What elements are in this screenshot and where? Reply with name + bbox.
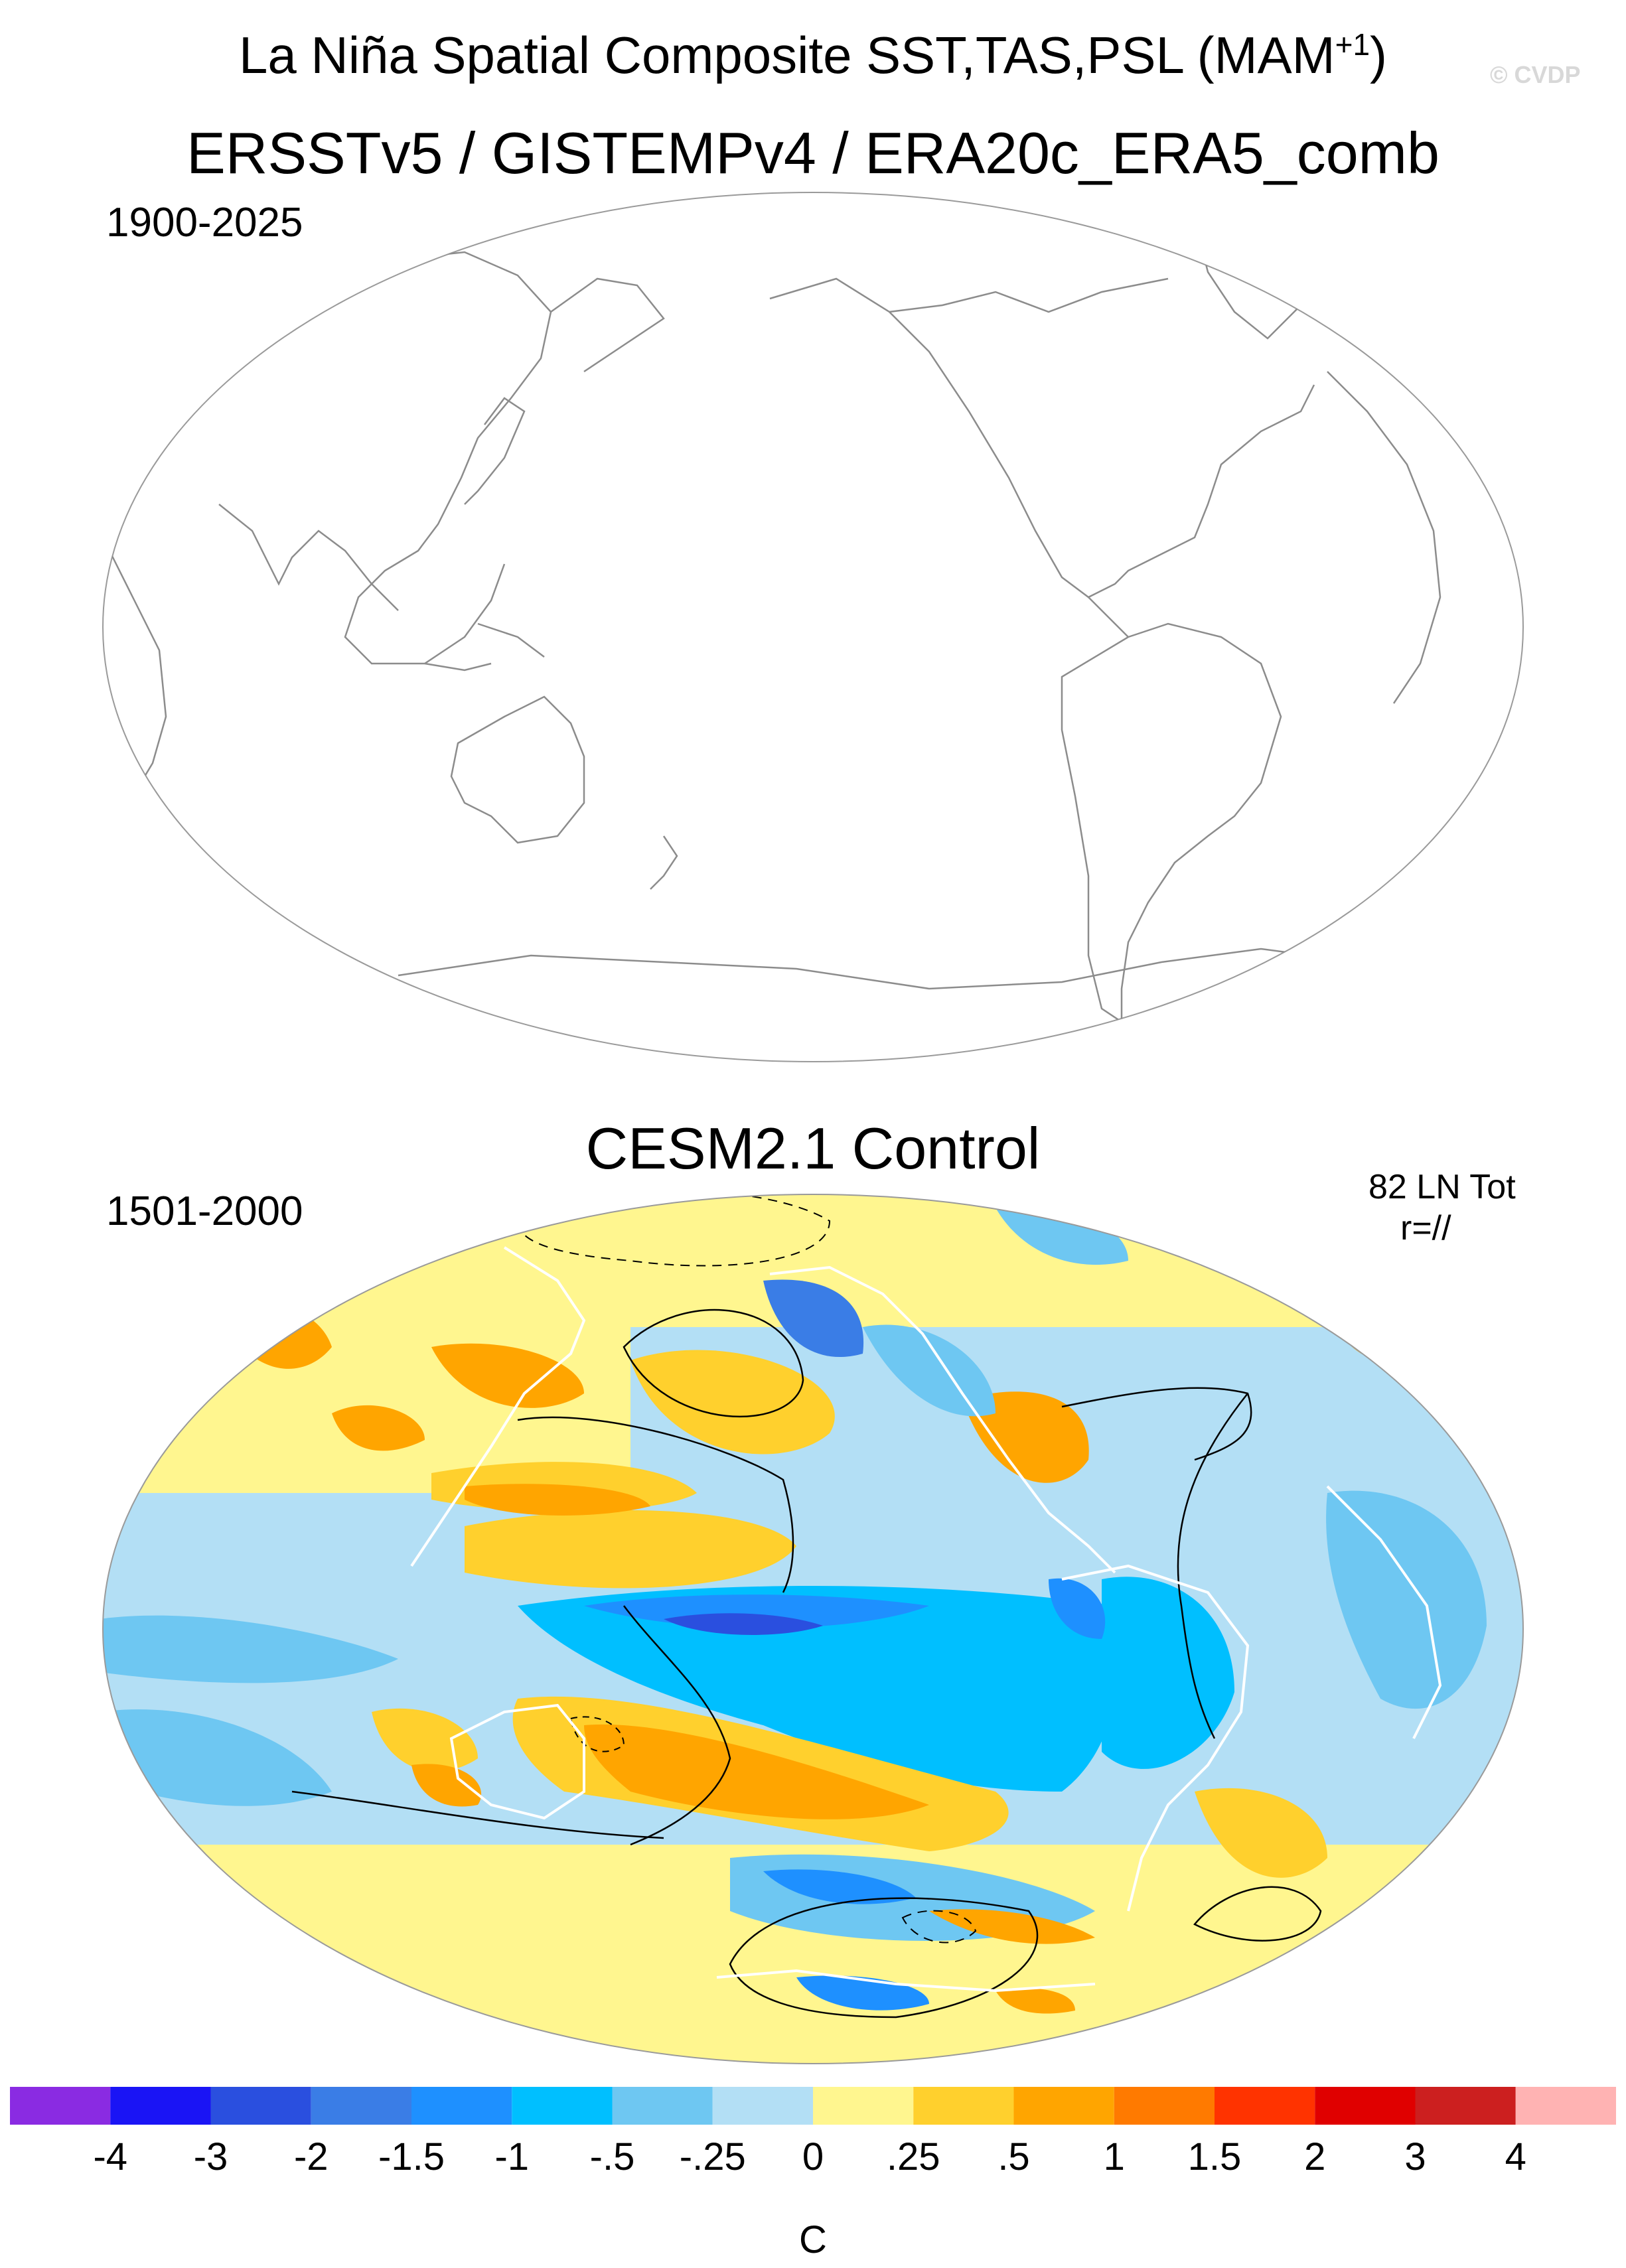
colorbar: -4 -3 -2 -1.5 -1 -.5 -.25 0 .25 .5 1 1.5 2 3 4 xyxy=(10,2087,1616,2178)
colorbar-swatch xyxy=(411,2087,512,2125)
colorbar-unit-label: C xyxy=(799,2218,827,2261)
colorbar-swatch xyxy=(1013,2087,1114,2125)
colorbar-swatch xyxy=(110,2087,211,2125)
colorbar-swatch xyxy=(1415,2087,1516,2125)
colorbar-swatch xyxy=(913,2087,1014,2125)
colorbar-swatch xyxy=(10,2087,111,2125)
colorbar-swatch xyxy=(1315,2087,1416,2125)
colorbar-swatch xyxy=(1515,2087,1616,2125)
obs-panel-title: ERSSTv5 / GISTEMPv4 / ERA20c_ERA5_comb xyxy=(186,120,1440,186)
obs-map xyxy=(102,192,1524,1062)
psl-contours xyxy=(291,1194,1322,2019)
colorbar-tick-label: -1.5 xyxy=(378,2135,445,2178)
colorbar-swatch xyxy=(712,2087,813,2125)
colorbar-tick-label: 1.5 xyxy=(1188,2135,1242,2178)
colorbar-tick-label: .5 xyxy=(998,2135,1029,2178)
model-map xyxy=(102,1194,1524,2064)
colorbar-tick-label: 1 xyxy=(1104,2135,1125,2178)
colorbar-swatch xyxy=(210,2087,311,2125)
colorbar-swatch xyxy=(512,2087,613,2125)
colorbar-tick-label: -.5 xyxy=(590,2135,635,2178)
cvdp-watermark: © CVDP xyxy=(1490,61,1581,88)
main-title: La Niña Spatial Composite SST,TAS,PSL (M… xyxy=(238,26,1388,84)
colorbar-swatch xyxy=(1114,2087,1215,2125)
colorbar-tick-label: -1 xyxy=(494,2135,529,2178)
colorbar-tick-label: 3 xyxy=(1404,2135,1426,2178)
model-period-label: 1501-2000 xyxy=(106,1188,303,1234)
colorbar-tick-label: -2 xyxy=(294,2135,329,2178)
colorbar-tick-label: 4 xyxy=(1505,2135,1526,2178)
correlation-label: r=// xyxy=(1400,1209,1451,1247)
colorbar-swatch xyxy=(813,2087,914,2125)
colorbar-swatch xyxy=(612,2087,713,2125)
colorbar-swatch xyxy=(1215,2087,1315,2125)
obs-period-label: 1900-2025 xyxy=(106,200,303,246)
event-count-label: 82 LN Tot xyxy=(1368,1168,1516,1206)
colorbar-tick-label: -.25 xyxy=(680,2135,746,2178)
colorbar-swatch xyxy=(311,2087,411,2125)
colorbar-tick-label: 2 xyxy=(1304,2135,1325,2178)
model-land-mask-outline xyxy=(410,1246,1442,1993)
model-panel-title: CESM2.1 Control xyxy=(585,1115,1041,1181)
colorbar-tick-label: -4 xyxy=(93,2135,127,2178)
colorbar-tick-label: -3 xyxy=(194,2135,228,2178)
colorbar-tick-label: 0 xyxy=(802,2135,824,2178)
colorbar-tick-label: .25 xyxy=(887,2135,940,2178)
